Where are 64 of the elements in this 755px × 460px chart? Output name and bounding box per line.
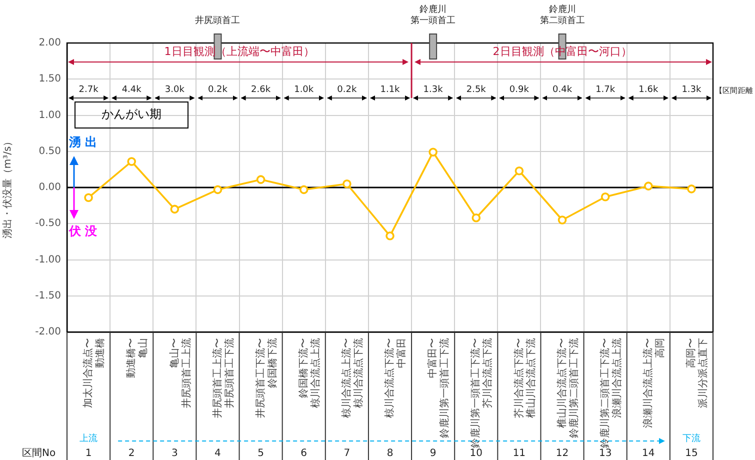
text: 3 (171, 448, 178, 460)
text: 15 (685, 448, 698, 460)
point (342, 179, 352, 188)
y-tick-label: -1.00 (35, 254, 61, 266)
point (514, 166, 524, 176)
x-tick-label: 椎山川合流点下流〜鈴鹿川第二頭首工下流 (556, 338, 580, 438)
point (386, 232, 394, 240)
text: 5 (258, 448, 264, 460)
point (472, 213, 481, 222)
text: 12 (556, 448, 569, 460)
text: 第二頭首工 (540, 16, 585, 26)
y-tick-label: 1.50 (38, 74, 61, 85)
text: 井尻頭首工 (195, 16, 240, 26)
point (299, 185, 308, 194)
text: 区間No (22, 448, 56, 460)
y-tick-label: 0.50 (38, 146, 61, 157)
annotation: かんがい期 (100, 107, 162, 122)
y-tick-label: 2.00 (38, 38, 61, 49)
point (600, 192, 610, 202)
y-tick-label: 1.00 (38, 110, 61, 121)
text: 13 (598, 448, 612, 460)
text: 6 (300, 448, 308, 460)
x-tick-label: 井尻頭首工下流〜鈴国橋下流 (254, 338, 278, 418)
text: 鈴鹿川 (548, 5, 576, 16)
annotation: 湧 出 (69, 134, 98, 150)
point (687, 184, 696, 194)
y-axis-title: 湧出・伏没量（m³/s） (2, 136, 14, 239)
text: 14 (642, 448, 655, 460)
text: 11 (512, 448, 526, 460)
x-tick-label: 鈴国橋下流〜椋川合流点上流 (297, 338, 322, 408)
text: 第一頭首工 (410, 16, 456, 26)
x-tick-label: 高岡〜派川分派点直下 (685, 338, 710, 408)
x-tick-label: 動進橋〜亀山 (125, 338, 150, 378)
point (428, 148, 438, 156)
y-tick-label: -0.50 (35, 218, 61, 230)
text: 1 (85, 448, 92, 460)
point (213, 185, 222, 194)
point (558, 216, 567, 224)
point (644, 182, 653, 190)
x-tick-label: 芥川合流点下流〜椎山川合流点下流 (512, 338, 537, 418)
point (84, 193, 93, 202)
x-tick-label: 加太川合流点〜動進橋 (82, 338, 106, 408)
x-tick-label: 井尻頭首工上流〜井尻頭首工下流 (211, 338, 236, 418)
annotation: 伏 没 (69, 224, 98, 238)
text: 9 (430, 448, 436, 460)
text: 10 (470, 448, 482, 460)
text: 7 (344, 448, 350, 460)
point (256, 175, 266, 184)
x-tick-label: 浪瀬川合流点上流〜高岡 (642, 338, 666, 428)
text: 下流 (682, 434, 700, 444)
point (127, 157, 136, 166)
text: 8 (386, 448, 394, 460)
text: 4 (214, 448, 221, 460)
text: 上流 (80, 434, 98, 444)
point (170, 204, 180, 214)
text: 鈴鹿川 (420, 5, 447, 16)
text: 2 (128, 448, 135, 460)
y-tick-label: -1.50 (35, 290, 61, 302)
y-tick-label: -2.00 (35, 326, 61, 338)
x-tick-label: 中富田〜鈴鹿川第一頭首工下流 (426, 338, 451, 438)
y-tick-label: 0.00 (38, 182, 61, 194)
x-tick-label: 椋川合流点上流〜椋川合流点下流 (340, 338, 365, 418)
x-tick-label: 亀山〜井尻頭首工上流 (168, 338, 192, 408)
x-tick-label: 椋川合流点下流〜中富田 (384, 338, 408, 418)
